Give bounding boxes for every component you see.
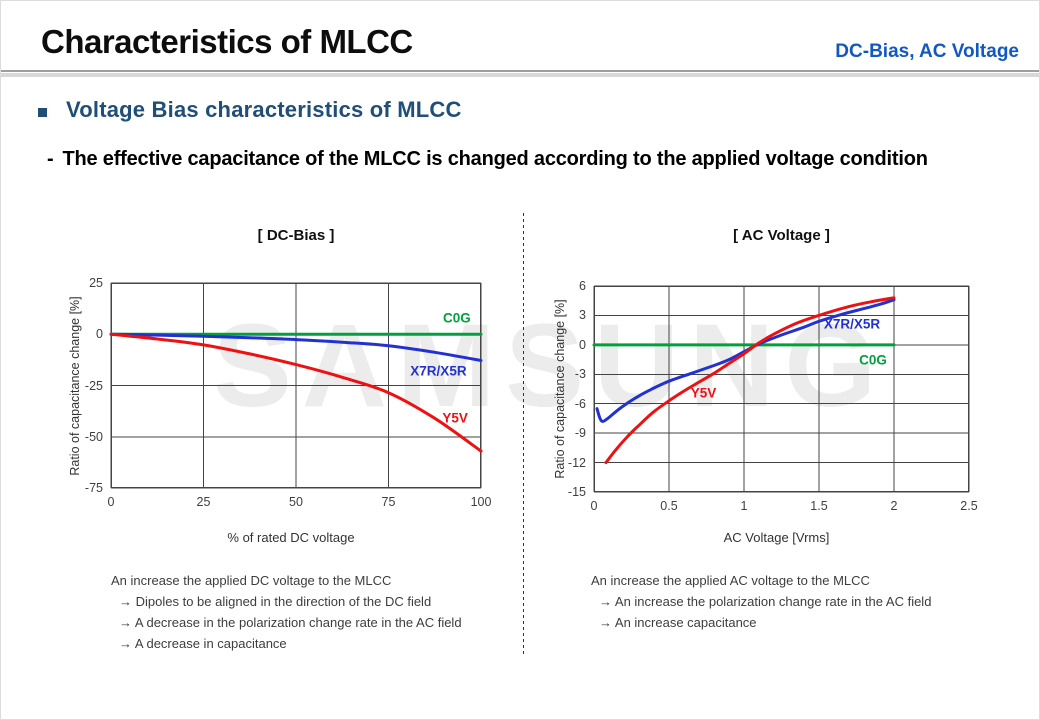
series-label-X7R/X5R: X7R/X5R (823, 316, 881, 332)
y-tick-label: -25 (84, 378, 103, 393)
y-tick-label: -9 (574, 426, 586, 441)
x-tick-label: 2 (890, 499, 898, 513)
header-divider-light (1, 73, 1039, 77)
y-tick-label: 3 (579, 308, 586, 323)
header-divider-dark (1, 70, 1039, 72)
x-tick-label: 25 (196, 495, 211, 509)
x-tick-label: 0 (590, 499, 598, 513)
y-tick-label: 6 (579, 279, 586, 293)
y-tick-label: -3 (574, 367, 586, 382)
dc-annotation-item: → A decrease in capacitance (119, 636, 287, 651)
dc-bias-chart-svg (109, 282, 483, 489)
ac-voltage-chart-ylabel: Ratio of capacitance change [%] (553, 299, 567, 479)
header-topic: DC-Bias, AC Voltage (835, 41, 1019, 62)
series-label-C0G: C0G (443, 310, 471, 326)
series-line-X7R/X5R (109, 332, 483, 362)
series-line-Y5V (604, 296, 896, 465)
y-tick-label: 0 (579, 337, 586, 352)
y-tick-label: 0 (96, 327, 103, 342)
series-label-Y5V: Y5V (442, 410, 468, 426)
series-line-X7R/X5R (595, 298, 896, 423)
plot-border (111, 283, 481, 488)
x-tick-label: 100 (470, 495, 492, 509)
x-tick-label: 2.5 (960, 499, 978, 513)
section-dash: - (47, 148, 54, 170)
section-title: Voltage Bias characteristics of MLCC (66, 97, 462, 122)
y-tick-label: -12 (567, 455, 586, 470)
dc-annotation-item: → Dipoles to be aligned in the direction… (119, 594, 432, 609)
y-tick-label: -50 (84, 429, 103, 444)
series-line-Y5V (109, 332, 483, 453)
page-title: Characteristics of MLCC (41, 23, 413, 60)
x-tick-label: 1 (740, 499, 748, 513)
dc-bias-chart-title: [ DC-Bias ] (257, 227, 335, 244)
series-label-C0G: C0G (859, 352, 887, 368)
ac-annotation-item: → An increase the polarization change ra… (599, 594, 932, 609)
section-description: - The effective capacitance of the MLCC … (47, 148, 928, 171)
ac-annotation-title: An increase the applied AC voltage to th… (591, 573, 870, 588)
x-tick-label: 0 (107, 495, 115, 509)
ac-annotation-item: → An increase capacitance (599, 615, 757, 630)
dc-bias-chart-ylabel: Ratio of capacitance change [%] (68, 295, 82, 476)
y-tick-label: 25 (89, 276, 103, 290)
watermark: SAMSUNG (213, 300, 887, 432)
ac-annotation: An increase the applied AC voltage to th… (591, 570, 931, 633)
plot-border (594, 286, 969, 492)
x-tick-label: 75 (381, 495, 396, 509)
dc-annotation-title: An increase the applied DC voltage to th… (111, 573, 392, 588)
x-tick-label: 50 (289, 495, 303, 509)
y-tick-label: -6 (574, 396, 586, 411)
ac-voltage-chart-title: [ AC Voltage ] (733, 227, 830, 244)
ac-voltage-chart-xlabel: AC Voltage [Vrms] (723, 530, 830, 545)
series-label-X7R/X5R: X7R/X5R (410, 363, 467, 379)
dc-annotation-item: → A decrease in the polarization change … (119, 615, 462, 630)
x-tick-label: 1.5 (810, 499, 828, 513)
bullet-square-icon (38, 108, 47, 117)
y-tick-label: -75 (84, 481, 103, 495)
dc-annotation: An increase the applied DC voltage to th… (111, 570, 462, 654)
dc-bias-chart-xlabel: % of rated DC voltage (227, 530, 355, 545)
series-label-Y5V: Y5V (690, 385, 717, 401)
ac-voltage-chart-svg (592, 285, 970, 493)
column-divider (523, 213, 524, 655)
y-tick-label: -15 (567, 485, 586, 499)
section-description-text: The effective capacitance of the MLCC is… (62, 148, 928, 170)
x-tick-label: 0.5 (660, 499, 678, 513)
